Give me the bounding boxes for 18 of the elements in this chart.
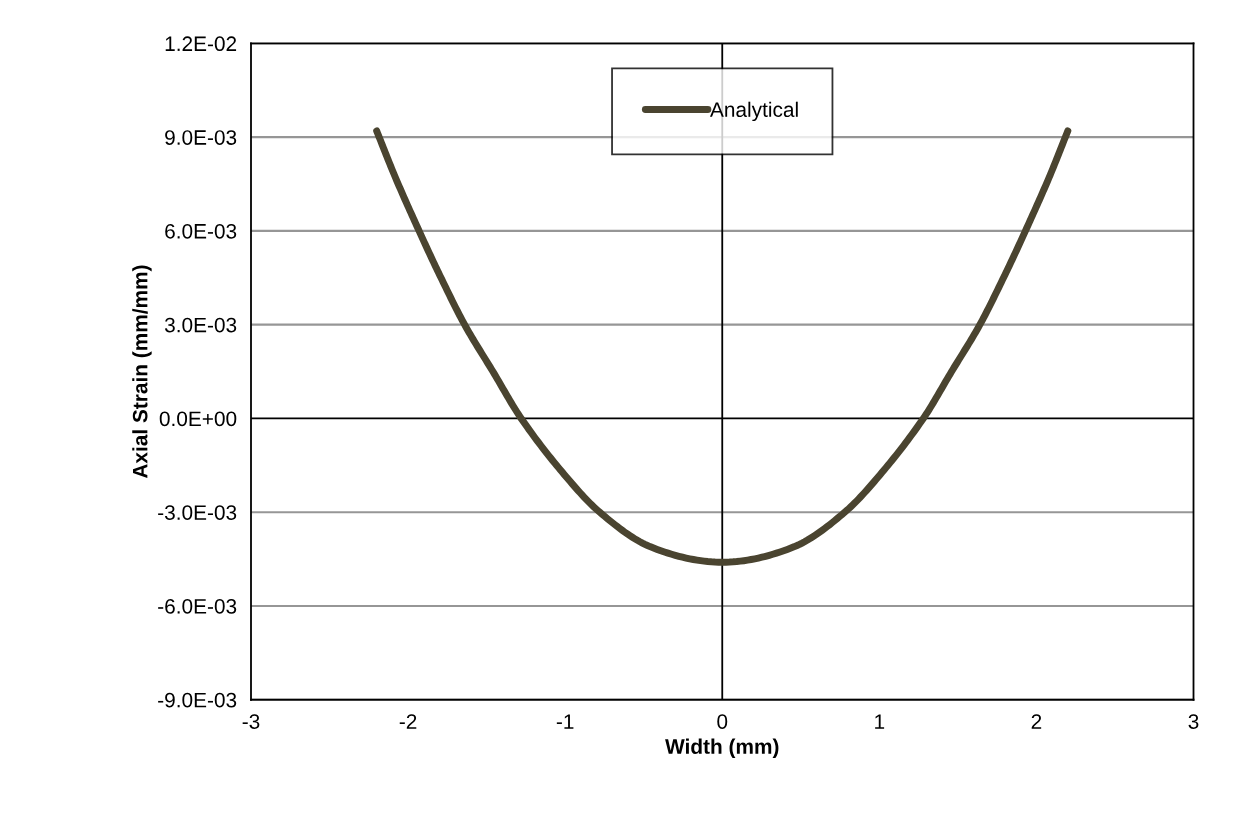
y-tick-label: 1.2E-02 — [165, 36, 237, 52]
x-tick-label: -1 — [556, 714, 574, 729]
x-tick-label: 3 — [1188, 714, 1199, 729]
y-tick-label: -6.0E-03 — [158, 598, 237, 614]
y-tick-label: 9.0E-03 — [165, 130, 237, 145]
y-axis-title: Axial Strain (mm/mm) — [132, 265, 152, 479]
x-axis-title: Width (mm) — [665, 738, 779, 759]
x-tick-label: 2 — [1031, 714, 1042, 729]
y-tick-label: 0.0E+00 — [159, 411, 237, 427]
y-tick-label: -9.0E-03 — [158, 692, 237, 708]
x-tick-label: 1 — [875, 714, 885, 729]
legend-label: Analytical — [710, 101, 798, 122]
x-tick-label: 0 — [717, 714, 728, 729]
x-tick-label: -2 — [399, 714, 417, 729]
y-tick-label: 6.0E-03 — [165, 223, 237, 239]
x-tick-label: -3 — [242, 714, 260, 729]
y-tick-label: -3.0E-03 — [158, 505, 237, 520]
y-tick-label: 3.0E-03 — [164, 317, 237, 333]
